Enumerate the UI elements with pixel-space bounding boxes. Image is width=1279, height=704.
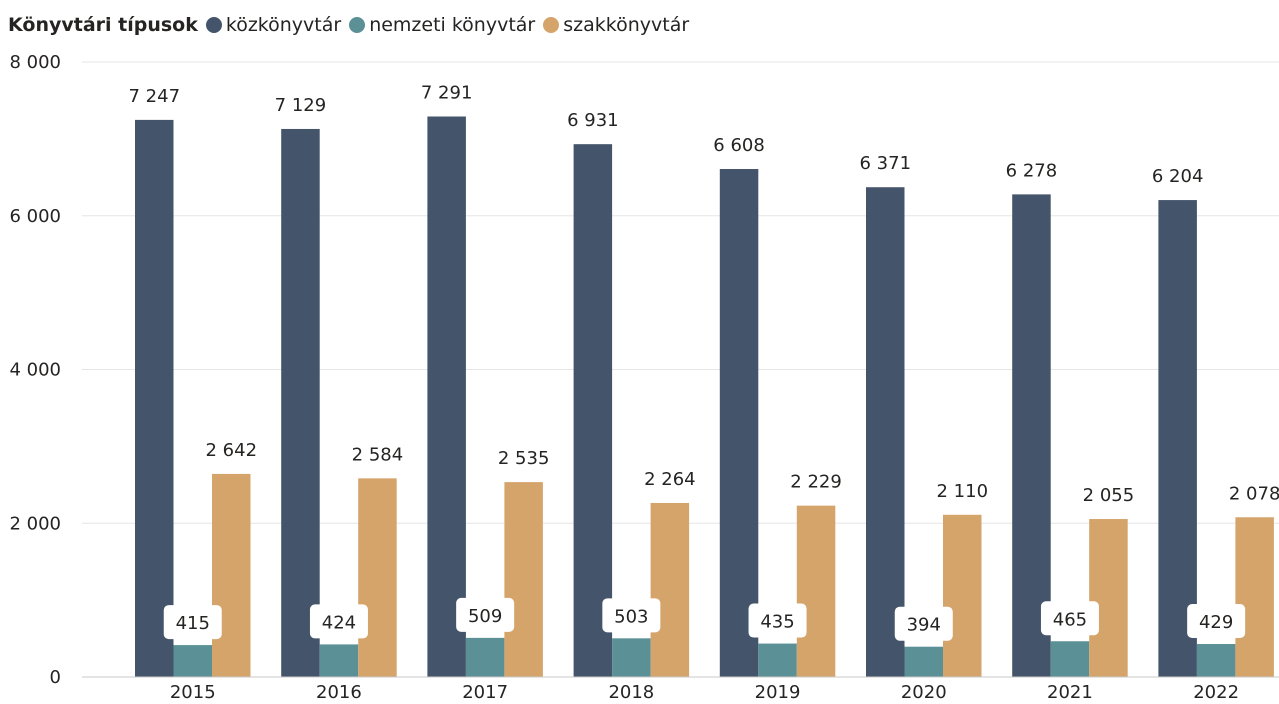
data-label: 415 — [176, 613, 210, 634]
data-label: 6 608 — [713, 135, 765, 156]
bar — [1235, 517, 1274, 677]
bar — [866, 187, 905, 677]
bar — [1158, 200, 1197, 677]
legend-marker-szakkonyvtar — [543, 17, 560, 33]
bar — [1012, 194, 1051, 677]
data-label: 424 — [322, 612, 356, 633]
data-label: 2 584 — [352, 444, 404, 465]
data-label: 465 — [1053, 609, 1087, 630]
data-label: 2 110 — [936, 481, 988, 502]
bar — [212, 473, 251, 677]
bar — [1089, 519, 1128, 677]
bar — [427, 116, 466, 677]
bar — [319, 644, 359, 677]
legend-label-szakkonyvtar: szakkönyvtár — [563, 14, 690, 36]
bar — [504, 482, 543, 677]
bar — [719, 169, 759, 677]
legend-label-kozkonyvtar: közkönyvtár — [225, 14, 342, 36]
bar — [650, 502, 690, 677]
y-tick-label: 0 — [50, 667, 61, 688]
data-label-background — [602, 598, 661, 633]
bar — [573, 144, 613, 677]
bar — [358, 478, 397, 677]
data-label-background — [1187, 604, 1246, 639]
legend-marker-nemzeti-konyvtar — [349, 17, 366, 33]
data-label: 2 642 — [205, 440, 257, 461]
data-label: 7 247 — [128, 86, 180, 107]
bar — [1196, 644, 1236, 677]
legend-item-kozkonyvtar[interactable]: közkönyvtár — [205, 14, 342, 36]
x-tick-label: 2017 — [462, 682, 508, 703]
legend-item-nemzeti-konyvtar[interactable]: nemzeti könyvtár — [349, 14, 535, 36]
data-label: 6 278 — [1006, 160, 1058, 181]
x-tick-label: 2019 — [755, 682, 801, 703]
data-label: 435 — [760, 612, 794, 633]
x-tick-label: 2021 — [1047, 682, 1093, 703]
x-tick-label: 2018 — [608, 682, 654, 703]
data-label-background — [456, 597, 515, 632]
bar — [796, 505, 836, 677]
legend-marker-kozkonyvtar — [205, 17, 222, 33]
bar — [173, 645, 212, 677]
bar — [758, 643, 797, 677]
data-label: 2 264 — [644, 469, 696, 490]
legend-item-szakkonyvtar[interactable]: szakkönyvtár — [543, 14, 689, 36]
x-tick-label: 2015 — [170, 682, 216, 703]
data-label: 2 535 — [498, 448, 550, 469]
data-label: 429 — [1199, 612, 1233, 633]
data-label: 7 129 — [275, 95, 327, 116]
y-tick-label: 2 000 — [9, 513, 61, 534]
legend-label-nemzeti-konyvtar: nemzeti könyvtár — [369, 14, 536, 36]
data-label-background — [309, 604, 368, 639]
data-label-background — [163, 605, 222, 640]
data-label-background — [748, 603, 807, 638]
x-tick-label: 2022 — [1193, 682, 1239, 703]
data-label: 394 — [907, 615, 941, 636]
y-tick-label: 6 000 — [9, 206, 61, 227]
data-label: 2 078 — [1229, 483, 1279, 504]
x-tick-label: 2020 — [901, 682, 947, 703]
y-tick-label: 8 000 — [9, 52, 61, 73]
data-label: 7 291 — [421, 83, 473, 104]
data-label: 6 931 — [567, 110, 619, 131]
bar — [1050, 641, 1090, 677]
data-label: 503 — [614, 606, 648, 627]
data-label: 6 371 — [859, 153, 911, 174]
bar — [904, 646, 943, 677]
bar — [465, 637, 505, 677]
bar — [281, 128, 320, 677]
data-label: 6 204 — [1152, 166, 1204, 187]
bar — [612, 638, 651, 677]
y-tick-label: 4 000 — [9, 360, 61, 381]
x-tick-label: 2016 — [316, 682, 362, 703]
data-label-background — [1040, 601, 1099, 636]
legend-title: Könyvtári típusok — [8, 14, 198, 36]
data-label: 2 055 — [1083, 485, 1135, 506]
data-label: 509 — [468, 606, 502, 627]
bar — [135, 119, 174, 678]
data-label-background — [894, 606, 953, 641]
bar — [943, 514, 982, 677]
data-label: 2 229 — [790, 472, 842, 493]
legend: Könyvtári típusok közkönyvtár nemzeti kö… — [8, 11, 697, 39]
